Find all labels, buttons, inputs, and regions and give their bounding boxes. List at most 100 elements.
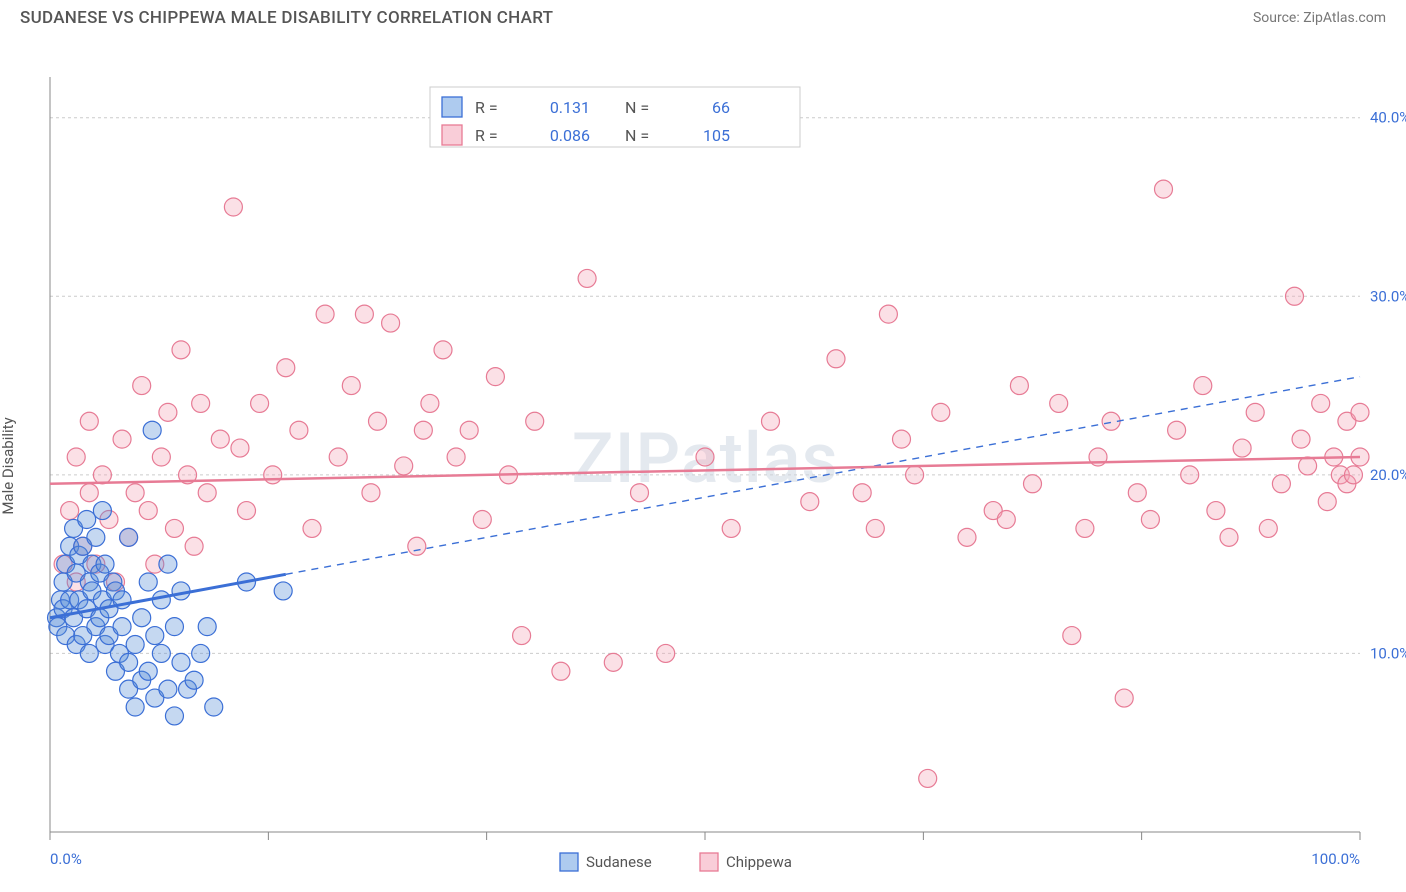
data-point (93, 502, 111, 520)
data-point (1155, 180, 1173, 198)
legend-n-value: 105 (703, 126, 730, 145)
data-point (159, 403, 177, 421)
data-point (762, 412, 780, 430)
data-point (211, 430, 229, 448)
data-point (657, 644, 675, 662)
data-point (329, 448, 347, 466)
data-point (395, 457, 413, 475)
legend-n-value: 66 (712, 98, 730, 117)
data-point (78, 511, 96, 529)
data-point (1168, 421, 1186, 439)
data-point (801, 493, 819, 511)
data-point (362, 484, 380, 502)
data-point (159, 555, 177, 573)
data-point (113, 430, 131, 448)
data-point (274, 582, 292, 600)
series-legend-swatch (560, 853, 578, 871)
data-point (185, 537, 203, 555)
data-point (165, 707, 183, 725)
data-point (1272, 475, 1290, 493)
x-tick-label: 0.0% (50, 850, 82, 868)
data-point (866, 519, 884, 537)
data-point (906, 466, 924, 484)
data-point (1344, 466, 1362, 484)
data-point (238, 502, 256, 520)
data-point (408, 537, 426, 555)
data-point (126, 698, 144, 716)
data-point (303, 519, 321, 537)
y-tick-label: 30.0% (1370, 287, 1406, 305)
data-point (165, 618, 183, 636)
data-point (1181, 466, 1199, 484)
data-point (80, 644, 98, 662)
data-point (1312, 394, 1330, 412)
y-tick-label: 40.0% (1370, 109, 1406, 127)
data-point (1010, 377, 1028, 395)
data-point (224, 198, 242, 216)
x-tick-label: 100.0% (1311, 850, 1360, 868)
data-point (139, 662, 157, 680)
data-point (1141, 511, 1159, 529)
data-point (80, 412, 98, 430)
data-point (198, 618, 216, 636)
y-tick-label: 20.0% (1370, 466, 1406, 484)
data-point (1259, 519, 1277, 537)
y-axis-label: Male Disability (0, 417, 17, 514)
data-point (696, 448, 714, 466)
chart-header: SUDANESE VS CHIPPEWA MALE DISABILITY COR… (0, 0, 1406, 32)
data-point (205, 698, 223, 716)
legend-n-label: N = (625, 98, 649, 117)
data-point (1024, 475, 1042, 493)
data-point (526, 412, 544, 430)
data-point (1318, 493, 1336, 511)
data-point (932, 403, 950, 421)
data-point (578, 269, 596, 287)
data-point (879, 305, 897, 323)
data-point (152, 448, 170, 466)
data-point (1286, 287, 1304, 305)
data-point (93, 466, 111, 484)
data-point (192, 394, 210, 412)
data-point (1292, 430, 1310, 448)
data-point (133, 609, 151, 627)
data-point (1194, 377, 1212, 395)
data-point (604, 653, 622, 671)
data-point (198, 484, 216, 502)
data-point (165, 519, 183, 537)
data-point (159, 680, 177, 698)
scatter-chart: 10.0%20.0%30.0%40.0%ZIPatlas0.0%100.0%R … (0, 32, 1406, 882)
data-point (87, 528, 105, 546)
data-point (251, 394, 269, 412)
data-point (1220, 528, 1238, 546)
data-point (231, 439, 249, 457)
data-point (120, 653, 138, 671)
data-point (414, 421, 432, 439)
legend-r-label: R = (475, 126, 498, 145)
data-point (919, 769, 937, 787)
series-legend-label: Sudanese (586, 853, 652, 871)
data-point (893, 430, 911, 448)
data-point (1299, 457, 1317, 475)
data-point (1115, 689, 1133, 707)
data-point (513, 627, 531, 645)
data-point (342, 377, 360, 395)
data-point (1063, 627, 1081, 645)
data-point (997, 511, 1015, 529)
data-point (369, 412, 387, 430)
data-point (277, 359, 295, 377)
data-point (421, 394, 439, 412)
data-point (434, 341, 452, 359)
data-point (1351, 403, 1369, 421)
legend-swatch (442, 97, 462, 117)
data-point (486, 368, 504, 386)
data-point (133, 377, 151, 395)
data-point (1246, 403, 1264, 421)
data-point (139, 573, 157, 591)
data-point (827, 350, 845, 368)
data-point (552, 662, 570, 680)
chart-source: Source: ZipAtlas.com (1253, 10, 1386, 26)
data-point (143, 421, 161, 439)
y-tick-label: 10.0% (1370, 644, 1406, 662)
data-point (355, 305, 373, 323)
data-point (96, 555, 114, 573)
